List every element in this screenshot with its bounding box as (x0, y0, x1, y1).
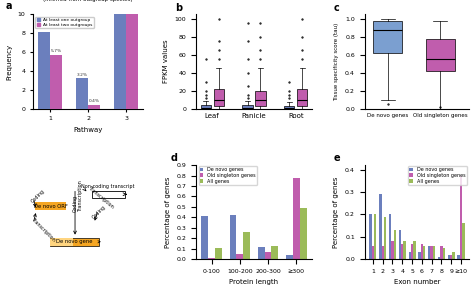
Bar (76, 78, 88, 109)
PathPatch shape (255, 91, 265, 106)
Bar (88, 105, 100, 109)
PathPatch shape (284, 106, 294, 108)
PathPatch shape (297, 89, 307, 106)
FancyBboxPatch shape (50, 238, 99, 246)
Bar (215, 248, 222, 259)
Text: Coding
Transcription: Coding Transcription (73, 180, 83, 212)
X-axis label: Exon number: Exon number (394, 279, 440, 285)
Bar (286, 255, 293, 259)
Legend: At least one outgroup, At least two outgroups: At least one outgroup, At least two outg… (36, 17, 94, 28)
PathPatch shape (201, 105, 211, 108)
Y-axis label: Tissue specificity score (tau): Tissue specificity score (tau) (335, 22, 339, 101)
Y-axis label: Percentage of genes: Percentage of genes (165, 177, 171, 248)
Bar (440, 246, 443, 259)
Bar (443, 248, 445, 259)
Bar (428, 246, 430, 259)
Text: e: e (333, 153, 340, 163)
FancyBboxPatch shape (91, 191, 125, 198)
Text: d: d (171, 153, 178, 163)
Bar (389, 214, 392, 259)
Bar (430, 246, 433, 259)
Bar (369, 214, 372, 259)
Bar (379, 194, 382, 259)
Text: 0.4%: 0.4% (89, 99, 100, 103)
Bar (126, 0, 138, 109)
Bar (433, 246, 435, 259)
Bar (462, 223, 465, 259)
Bar (394, 230, 396, 259)
Text: a: a (6, 1, 12, 11)
Bar (38, 32, 50, 109)
Bar (372, 246, 374, 259)
PathPatch shape (426, 39, 455, 71)
Bar (237, 254, 243, 259)
Bar (403, 241, 406, 259)
Bar (230, 215, 237, 259)
Y-axis label: Frequency: Frequency (6, 43, 12, 79)
Text: Coding: Coding (30, 189, 46, 204)
Bar (419, 253, 420, 259)
Text: De novo gene: De novo gene (56, 239, 93, 244)
Bar (452, 253, 455, 259)
Y-axis label: Percentage of genes: Percentage of genes (334, 177, 339, 248)
Text: 3.2%: 3.2% (77, 73, 88, 77)
Text: Transcription: Transcription (30, 216, 56, 242)
Text: Transcription: Transcription (87, 185, 114, 209)
Bar (399, 230, 401, 259)
Bar (258, 247, 264, 259)
Bar (264, 252, 272, 259)
Text: 5.7%: 5.7% (51, 49, 62, 53)
Bar (457, 255, 460, 259)
Bar (401, 244, 403, 259)
FancyBboxPatch shape (36, 202, 66, 210)
Text: De novo ORF: De novo ORF (34, 204, 68, 209)
FancyBboxPatch shape (50, 238, 73, 246)
Bar (392, 241, 394, 259)
Bar (420, 244, 423, 259)
PathPatch shape (242, 105, 253, 108)
Bar (293, 178, 300, 259)
Bar (447, 255, 450, 259)
Bar (272, 246, 278, 259)
Bar (411, 244, 413, 259)
Bar (50, 55, 63, 109)
PathPatch shape (374, 21, 402, 53)
Legend: De novo genes, Old singleton genes, All genes: De novo genes, Old singleton genes, All … (199, 166, 257, 185)
Legend: De novo genes, Old singleton genes, All genes: De novo genes, Old singleton genes, All … (408, 166, 467, 185)
Bar (450, 255, 452, 259)
Text: 8.1%: 8.1% (39, 26, 50, 31)
Bar (208, 258, 215, 259)
Bar (374, 214, 376, 259)
Title: Ancestral non-coding sequence
(inferred from outgroup species): Ancestral non-coding sequence (inferred … (44, 0, 133, 1)
Bar (300, 208, 307, 259)
Text: Coding: Coding (91, 205, 107, 221)
X-axis label: Pathway: Pathway (73, 127, 103, 133)
Bar (382, 246, 384, 259)
Bar (413, 241, 416, 259)
Text: c: c (333, 3, 339, 13)
Bar (243, 232, 250, 259)
Bar (409, 253, 411, 259)
Text: Non-coding transcript: Non-coding transcript (82, 183, 135, 189)
PathPatch shape (213, 89, 224, 106)
Bar (423, 246, 425, 259)
Bar (114, 0, 126, 109)
Bar (460, 176, 462, 259)
Y-axis label: FPKM values: FPKM values (163, 40, 169, 83)
X-axis label: Protein length: Protein length (229, 279, 279, 285)
Bar (438, 257, 440, 259)
Text: b: b (175, 3, 182, 13)
Bar (201, 216, 208, 259)
Bar (384, 217, 386, 259)
